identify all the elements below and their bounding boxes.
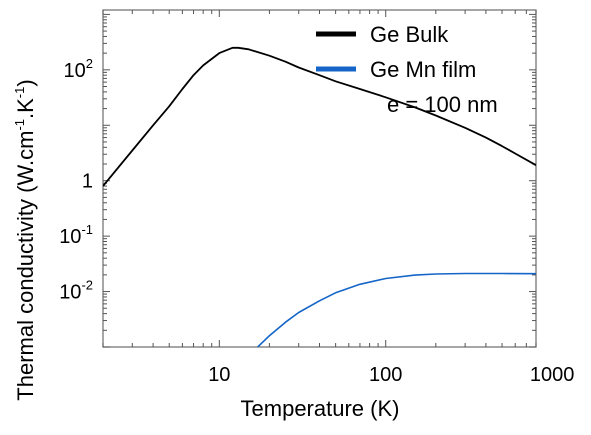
x-tick-label-10: 10 — [208, 364, 230, 386]
series-line-ge-bulk — [103, 46, 536, 187]
axis-ticks — [102, 10, 537, 348]
plot-area — [102, 9, 537, 348]
series-layer — [103, 46, 536, 347]
x-tick-label-100: 100 — [369, 364, 402, 386]
legend-label-ge-mn-film: Ge Mn film — [370, 57, 476, 82]
x-axis-title: Temperature (K) — [241, 396, 400, 421]
y-tick-label-0.1: 10-1 — [59, 222, 93, 248]
y-tick-label-100: 102 — [64, 56, 93, 82]
y-axis-title-end: ) — [13, 79, 38, 86]
legend-label-ge-bulk: Ge Bulk — [370, 22, 449, 47]
y-tick-label-0.01: 10-2 — [59, 278, 93, 304]
legend: Ge Bulk Ge Mn film e = 100 nm — [316, 22, 498, 117]
y-axis-title-exp1: -1 — [12, 119, 27, 131]
y-tick-label-1: 1 — [82, 171, 93, 193]
x-tick-labels: 10 100 1000 — [208, 364, 574, 386]
y-axis-title-main: Thermal conductivity (W.cm — [13, 131, 38, 401]
x-tick-label-1000: 1000 — [530, 364, 575, 386]
y-tick-labels: 102 1 10-1 10-2 — [59, 56, 93, 304]
y-axis-title-exp2: -1 — [12, 87, 27, 99]
y-axis-title-mid: .K — [13, 98, 38, 119]
series-line-ge-mn-film — [257, 272, 536, 347]
annotation-thickness: e = 100 nm — [387, 92, 498, 117]
y-axis-title: Thermal conductivity (W.cm-1.K-1) — [12, 79, 38, 400]
